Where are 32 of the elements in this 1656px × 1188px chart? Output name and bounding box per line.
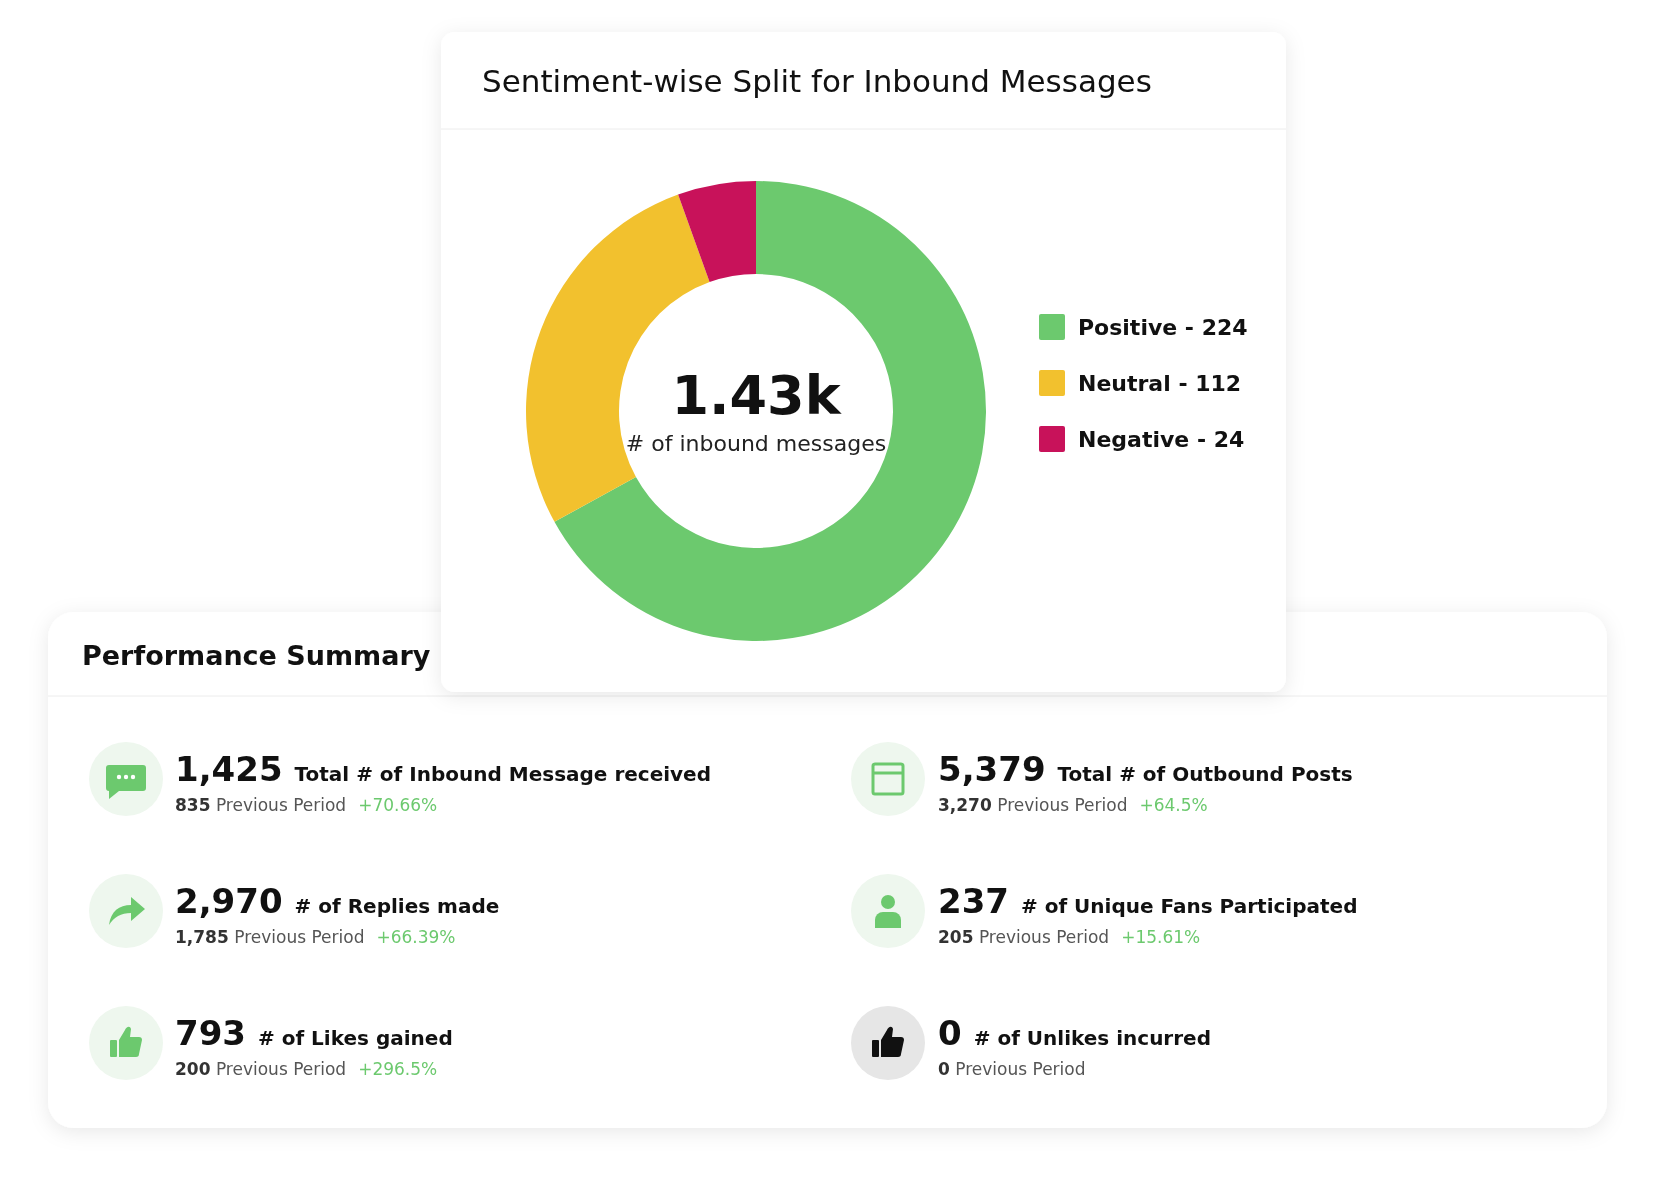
text: Total # of Inbound Message received xyxy=(294,762,712,786)
text: +66.39% xyxy=(376,927,456,947)
text: # of Replies made xyxy=(294,894,500,918)
text: # of Likes gained xyxy=(257,1026,453,1050)
text: # of Unlikes incurred xyxy=(973,1026,1211,1050)
text: 237 xyxy=(938,881,1009,921)
text: # of Unique Fans Participated xyxy=(1020,894,1358,918)
text: 200 Previous Period xyxy=(175,1059,347,1079)
legend-label: Negative - 24 xyxy=(1078,427,1245,452)
chart-title: Sentiment-wise Split for Inbound Messages xyxy=(482,63,1152,99)
text: 1,425 xyxy=(175,749,283,789)
text: # of inbound messages xyxy=(625,431,887,456)
text: +64.5% xyxy=(1139,795,1208,815)
text: 793 xyxy=(175,1013,246,1053)
text: Performance Summary xyxy=(82,640,431,671)
text: 3,270 Previous Period xyxy=(938,795,1128,815)
text: +296.5% xyxy=(358,1059,438,1079)
text: +15.61% xyxy=(1121,927,1201,947)
donut-slice xyxy=(554,181,986,641)
text: 0 xyxy=(938,1013,962,1053)
text: 835 Previous Period xyxy=(175,795,347,815)
legend-label: Positive - 224 xyxy=(1078,315,1248,340)
donut-slice xyxy=(678,181,756,283)
text: 5,379 xyxy=(938,749,1046,789)
text: 1.43k xyxy=(671,364,842,427)
legend-label: Neutral - 112 xyxy=(1078,371,1242,396)
text: 1,785 Previous Period xyxy=(175,927,365,947)
text: 2,970 xyxy=(175,881,283,921)
text: 0 Previous Period xyxy=(938,1059,1086,1079)
text: +70.66% xyxy=(358,795,438,815)
text: 205 Previous Period xyxy=(938,927,1110,947)
text: Total # of Outbound Posts xyxy=(1057,762,1353,786)
